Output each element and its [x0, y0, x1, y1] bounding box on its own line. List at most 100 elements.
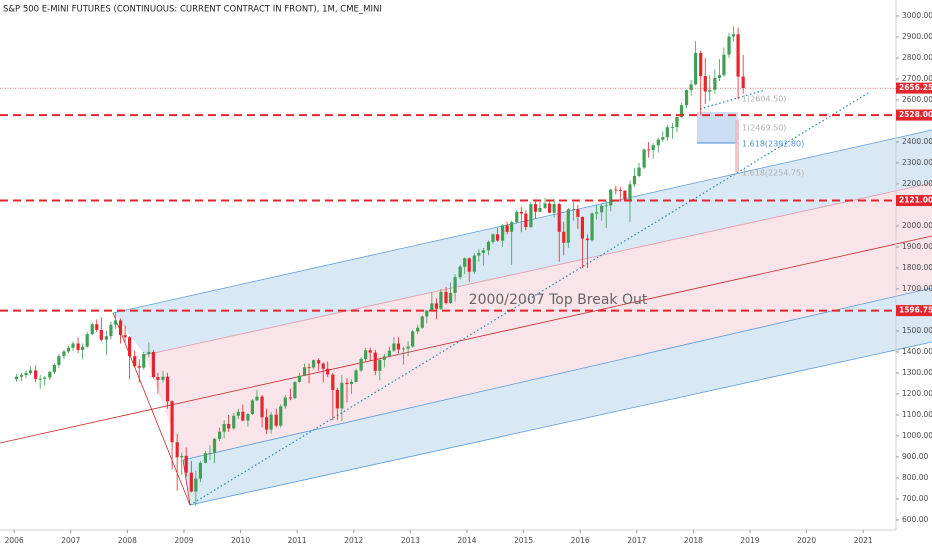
candle-body	[326, 368, 330, 375]
y-tick-label: 900.00	[902, 452, 928, 461]
candle-body	[321, 363, 325, 369]
candle-body	[189, 472, 193, 492]
candle-body	[236, 411, 240, 416]
candle-body	[501, 225, 505, 241]
pitchfork	[0, 89, 932, 506]
candle-body	[137, 366, 141, 368]
channel-line	[112, 129, 932, 314]
candle-body	[505, 225, 509, 232]
candle-body	[14, 376, 19, 380]
x-tick-label: 2008	[118, 536, 137, 545]
y-tick-label: 800.00	[902, 473, 928, 482]
candle-body	[180, 455, 184, 458]
trendline	[189, 91, 871, 506]
candle-body	[288, 397, 292, 399]
y-tick-label: 1200.00	[902, 389, 932, 398]
candle-body	[311, 360, 316, 368]
candle-body	[156, 377, 160, 380]
chart-title: S&P 500 E-MINI FUTURES (CONTINUOUS: CURR…	[3, 5, 382, 15]
y-tick-label: 1900.00	[902, 242, 932, 251]
candle-body	[651, 145, 655, 150]
candle-body	[175, 442, 179, 458]
candle-body	[161, 376, 165, 380]
candle-body	[439, 291, 443, 309]
candle-body	[48, 371, 52, 378]
fib-label: 1.618(2392.80)	[742, 140, 804, 149]
candle-body	[727, 36, 731, 55]
candle-body	[736, 34, 740, 77]
y-tick-label: 2200.00	[902, 179, 932, 188]
candle-body	[302, 367, 307, 376]
level-label-box	[896, 195, 932, 207]
candle-body	[340, 382, 344, 409]
last-price-box	[896, 82, 932, 94]
candle-body	[104, 336, 109, 340]
y-tick-label: 1800.00	[902, 263, 932, 272]
candle-body	[628, 184, 632, 200]
fib-box	[697, 112, 738, 143]
candle-body	[533, 204, 538, 212]
candle-body	[317, 360, 321, 364]
candle-body	[453, 277, 457, 293]
candle-body	[481, 250, 485, 253]
candle-body	[529, 204, 533, 227]
candle-body	[538, 207, 542, 212]
candle-body	[679, 105, 684, 117]
x-tick-label: 2007	[61, 536, 80, 545]
candle-body	[665, 127, 669, 138]
candle-body	[623, 190, 627, 200]
candle-body	[349, 381, 354, 385]
x-tick-label: 2009	[174, 536, 193, 545]
y-tick-label: 2400.00	[902, 137, 932, 146]
candle-body	[486, 241, 491, 251]
candle-body	[232, 415, 236, 429]
level-label-box	[896, 305, 932, 317]
y-tick-label: 2700.00	[902, 74, 932, 83]
x-tick-label: 2021	[854, 536, 873, 545]
candle-body	[147, 351, 151, 355]
candle-body	[99, 329, 103, 340]
candle-body	[434, 303, 438, 309]
y-tick-label: 600.00	[902, 515, 928, 524]
candle-body	[264, 417, 269, 430]
y-tick-label: 1300.00	[902, 368, 932, 377]
x-tick-label: 2019	[740, 536, 759, 545]
candle-body	[274, 414, 278, 426]
candle-body	[142, 354, 146, 368]
candle-body	[472, 255, 476, 272]
candle-body	[222, 423, 226, 432]
candle-body	[524, 213, 528, 227]
fib-label: 1.618(2254.75)	[742, 169, 804, 178]
candle-body	[85, 334, 89, 347]
candle-body	[387, 350, 392, 357]
candle-body	[647, 149, 651, 151]
candle-body	[118, 320, 123, 336]
candle-body	[170, 401, 174, 443]
candle-body	[279, 406, 283, 426]
candle-body	[609, 189, 613, 206]
x-tick-label: 2020	[797, 536, 816, 545]
y-tick-label: 700.00	[902, 494, 928, 503]
candle-body	[212, 438, 217, 453]
y-tick-label: 2300.00	[902, 158, 932, 167]
candle-body	[571, 209, 575, 210]
x-tick-label: 2012	[344, 536, 363, 545]
candle-body	[717, 75, 722, 78]
y-tick-label: 1700.00	[902, 284, 932, 293]
x-tick-label: 2011	[288, 536, 307, 545]
candle-body	[76, 343, 80, 350]
candle-body	[227, 423, 231, 429]
y-tick-label: 1400.00	[902, 347, 932, 356]
fib-label: 1(2604.50)	[742, 95, 786, 104]
candle-body	[580, 216, 585, 239]
candle-body	[52, 364, 56, 372]
candle-body	[123, 335, 127, 338]
candle-body	[694, 52, 698, 85]
fib-label: 1(2469.50)	[742, 124, 786, 133]
candle-body	[713, 77, 717, 90]
candle-body	[510, 222, 514, 232]
candle-body	[416, 327, 420, 332]
level-label: 1596.75	[899, 306, 932, 315]
candle-body	[491, 234, 495, 242]
candle-body	[637, 167, 641, 176]
